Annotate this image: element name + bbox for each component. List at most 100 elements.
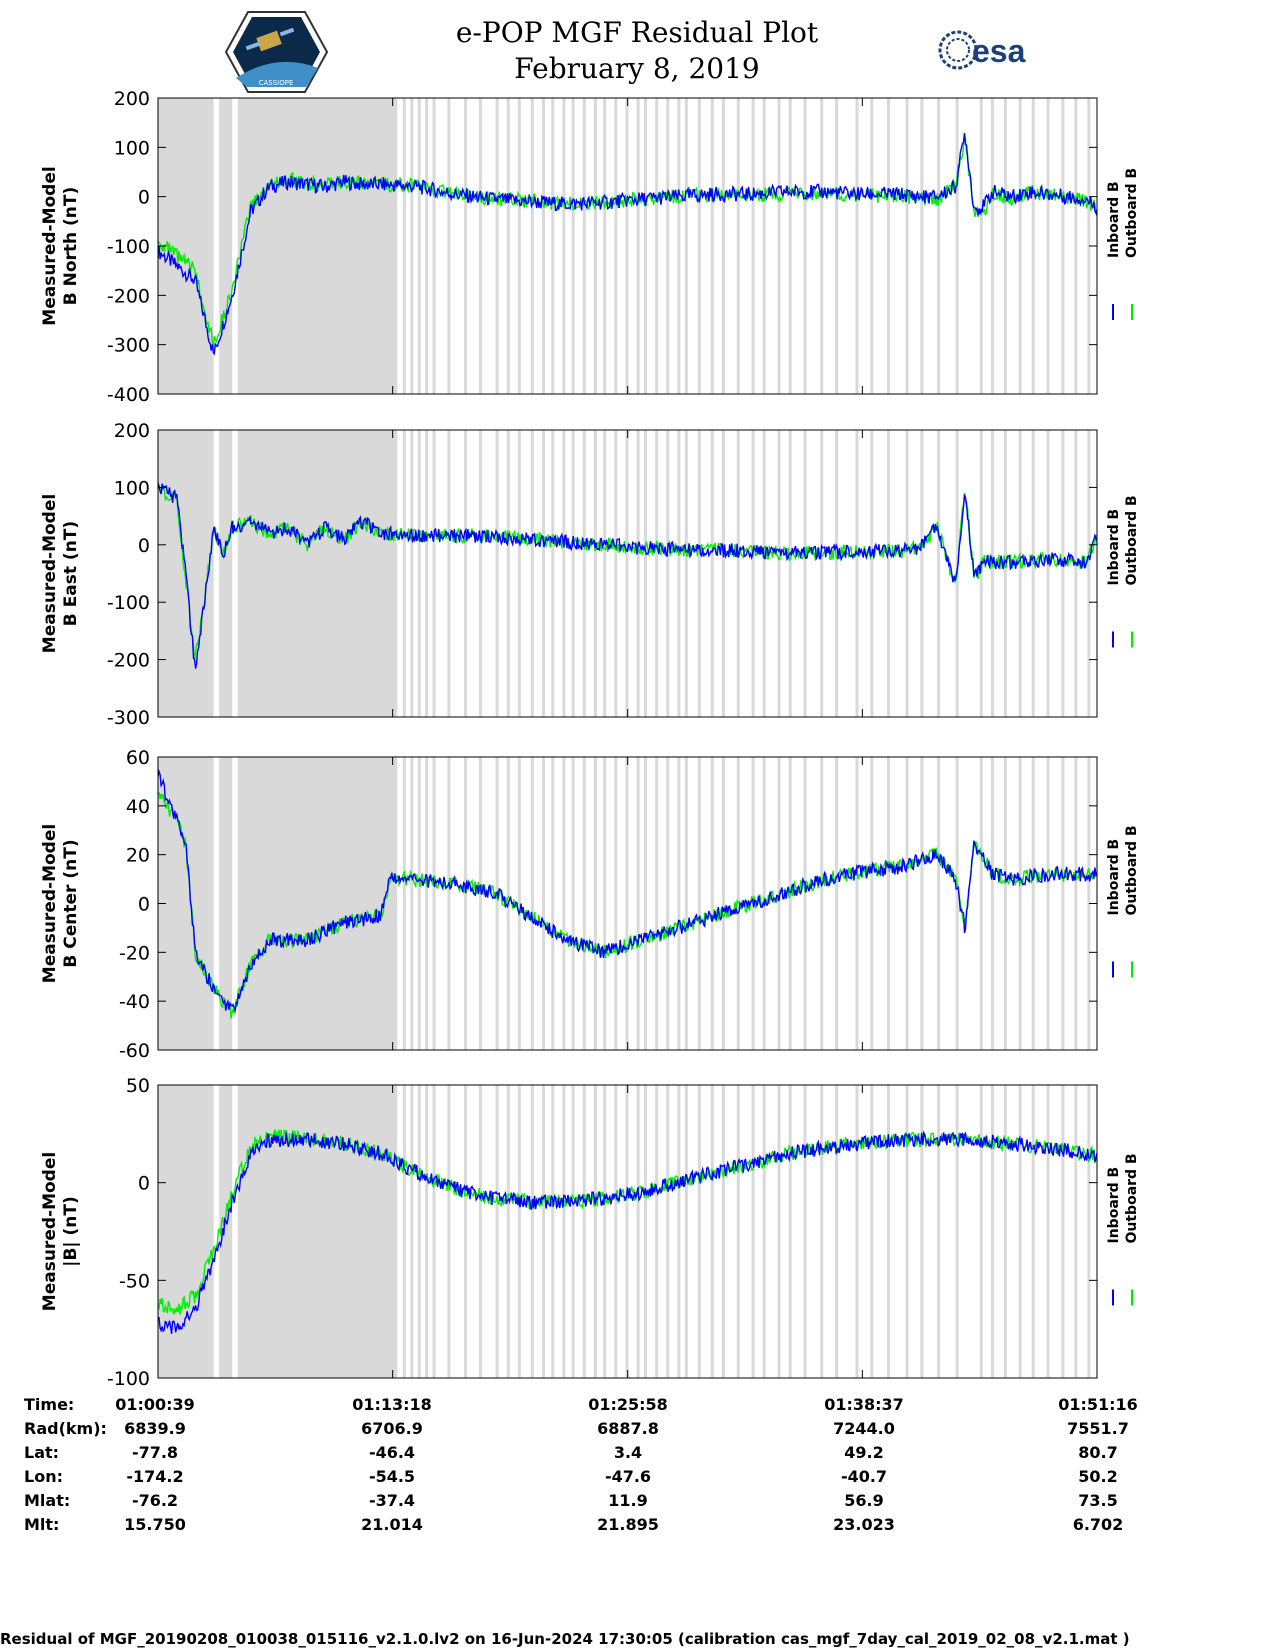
gap-stripe <box>684 98 688 394</box>
gap-block <box>219 757 233 1050</box>
gap-stripe <box>655 757 659 1050</box>
gap-stripe <box>625 430 629 717</box>
gap-stripe <box>432 430 436 717</box>
gap-stripe <box>684 757 688 1050</box>
gap-stripe <box>603 757 607 1050</box>
legend-label-outboard: Outboard B <box>1124 168 1140 258</box>
cassiope-logo: CASSIOPE <box>224 11 329 93</box>
gap-stripe <box>1031 757 1035 1050</box>
gap-stripe <box>736 1085 740 1378</box>
y-tick-label: 200 <box>114 88 150 110</box>
gap-stripe <box>625 757 629 1050</box>
gap-stripe <box>1031 1085 1035 1378</box>
gap-stripe <box>721 757 725 1050</box>
gap-stripe <box>603 1085 607 1378</box>
gap-stripe <box>1018 98 1022 394</box>
gap-stripe <box>530 98 534 394</box>
y-axis-label: |B| (nT) <box>61 1196 81 1267</box>
gap-stripe <box>736 98 740 394</box>
y-tick-label: -100 <box>107 1368 150 1390</box>
gap-stripe <box>937 757 941 1050</box>
gap-stripe <box>614 757 618 1050</box>
gap-stripe <box>562 1085 566 1378</box>
gap-stripe <box>990 430 994 717</box>
y-tick-label: -40 <box>119 991 150 1013</box>
legend: Inboard B Outboard B <box>1106 825 1140 978</box>
gap-stripe <box>788 430 792 717</box>
gap-stripe <box>530 430 534 717</box>
gap-stripe <box>955 757 959 1050</box>
gap-stripe <box>666 98 670 394</box>
gap-stripe <box>788 1085 792 1378</box>
legend-label-inboard: Inboard B <box>1106 509 1122 586</box>
gap-stripe <box>1018 1085 1022 1378</box>
gap-stripe <box>721 1085 725 1378</box>
gap-stripe <box>478 98 482 394</box>
gap-stripe <box>684 1085 688 1378</box>
gap-stripe <box>905 430 909 717</box>
gap-stripe <box>447 430 451 717</box>
gap-stripe <box>562 757 566 1050</box>
gap-stripe <box>603 98 607 394</box>
gap-stripe <box>1061 430 1065 717</box>
gap-stripe <box>432 1085 436 1378</box>
gap-stripe <box>636 1085 640 1378</box>
gap-stripe <box>1003 98 1007 394</box>
gap-stripe <box>777 1085 781 1378</box>
table-cell: -37.4 <box>369 1491 415 1510</box>
gap-stripe <box>979 98 983 394</box>
gap-block <box>158 757 214 1050</box>
gap-stripe <box>402 98 406 394</box>
gap-stripe <box>478 430 482 717</box>
y-tick-label: 100 <box>114 137 150 159</box>
gap-stripe <box>541 757 545 1050</box>
plot-date: February 8, 2019 <box>514 52 759 85</box>
gap-stripe <box>762 430 766 717</box>
gap-stripe <box>1087 430 1091 717</box>
gap-stripe <box>1046 757 1050 1050</box>
table-cell: 80.7 <box>1078 1443 1117 1462</box>
gap-stripe <box>636 430 640 717</box>
y-tick-label: 40 <box>126 796 150 818</box>
gap-stripe <box>684 430 688 717</box>
gap-stripe <box>905 1085 909 1378</box>
table-cell: 6839.9 <box>124 1419 186 1438</box>
gap-stripe <box>464 98 468 394</box>
table-cell: -46.4 <box>369 1443 415 1462</box>
gap-shading <box>158 1085 1091 1378</box>
gap-stripe <box>721 98 725 394</box>
gap-block <box>237 757 398 1050</box>
gap-stripe <box>1018 430 1022 717</box>
gap-stripe <box>835 757 839 1050</box>
y-tick-label: -300 <box>107 707 150 729</box>
table-cell: -40.7 <box>841 1467 887 1486</box>
gap-stripe <box>721 430 725 717</box>
table-cell: -47.6 <box>605 1467 651 1486</box>
legend: Inboard B Outboard B <box>1106 495 1140 648</box>
gap-stripe <box>562 430 566 717</box>
gap-stripe <box>955 1085 959 1378</box>
gap-stripe <box>835 1085 839 1378</box>
gap-stripe <box>464 1085 468 1378</box>
panel-b-east: -300 -200 -100 0 100 200 Measured-Model B East … <box>40 420 1140 729</box>
y-tick-label: 0 <box>138 187 150 209</box>
gap-stripe <box>417 757 421 1050</box>
gap-stripe <box>677 98 681 394</box>
gap-block <box>219 98 233 394</box>
gap-stripe <box>751 1085 755 1378</box>
gap-stripe <box>530 757 534 1050</box>
table-cell: 01:00:39 <box>115 1395 195 1414</box>
table-cell: 50.2 <box>1078 1467 1117 1486</box>
table-row-label: Lon: <box>24 1467 63 1486</box>
gap-stripe <box>1003 430 1007 717</box>
gap-stripe <box>636 757 640 1050</box>
table-cell: 11.9 <box>608 1491 647 1510</box>
gap-stripe <box>582 1085 586 1378</box>
gap-stripe <box>870 430 874 717</box>
gap-stripe <box>644 757 648 1050</box>
gap-stripe <box>432 98 436 394</box>
legend-label-inboard: Inboard B <box>1106 839 1122 916</box>
gap-stripe <box>1046 98 1050 394</box>
gap-stripe <box>425 98 429 394</box>
y-tick-label: -400 <box>107 384 150 406</box>
